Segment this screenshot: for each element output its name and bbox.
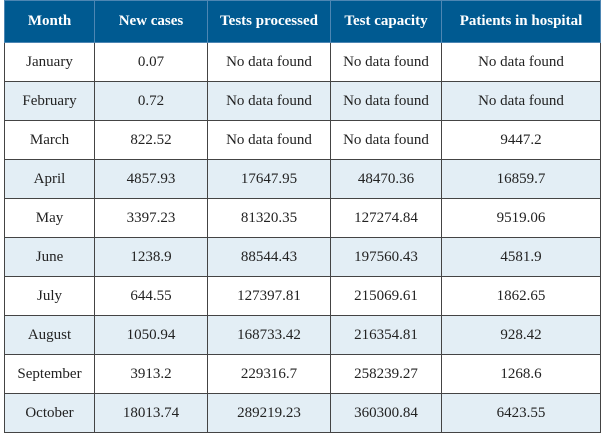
cell-patients-in-hospital: 4581.9 [441,237,601,277]
cell-new-cases: 644.55 [94,276,208,316]
cell-patients-in-hospital: No data found [441,81,601,121]
cell-tests-processed: 17647.95 [207,159,331,199]
cell-tests-processed: 88544.43 [207,237,331,277]
cell-tests-processed: 81320.35 [207,198,331,238]
cell-new-cases: 3913.2 [94,354,208,394]
cell-month: March [4,120,95,160]
cell-patients-in-hospital: 6423.55 [441,393,601,433]
cell-test-capacity: No data found [330,42,442,82]
table-body: January 0.07 No data found No data found… [4,42,601,433]
cell-test-capacity: 127274.84 [330,198,442,238]
table-row: January 0.07 No data found No data found… [4,42,601,82]
column-header-month[interactable]: Month [4,0,95,43]
cell-month: September [4,354,95,394]
header-row: Month New cases Tests processed Test cap… [4,0,601,43]
cell-tests-processed: 127397.81 [207,276,331,316]
cell-month: June [4,237,95,277]
table-row: August 1050.94 168733.42 216354.81 928.4… [4,315,601,355]
cell-patients-in-hospital: 1862.65 [441,276,601,316]
cell-month: July [4,276,95,316]
cell-test-capacity: 48470.36 [330,159,442,199]
cell-test-capacity: No data found [330,81,442,121]
table-row: March 822.52 No data found No data found… [4,120,601,160]
cell-test-capacity: 215069.61 [330,276,442,316]
cell-month: August [4,315,95,355]
cell-month: April [4,159,95,199]
cell-new-cases: 1238.9 [94,237,208,277]
table-row: February 0.72 No data found No data foun… [4,81,601,121]
cell-test-capacity: 258239.27 [330,354,442,394]
table-row: October 18013.74 289219.23 360300.84 642… [4,393,601,433]
cell-patients-in-hospital: 928.42 [441,315,601,355]
cell-patients-in-hospital: 1268.6 [441,354,601,394]
cell-new-cases: 3397.23 [94,198,208,238]
cell-new-cases: 1050.94 [94,315,208,355]
cell-test-capacity: 197560.43 [330,237,442,277]
table-header: Month New cases Tests processed Test cap… [4,0,601,43]
cell-patients-in-hospital: No data found [441,42,601,82]
column-header-tests-processed[interactable]: Tests processed [207,0,331,43]
data-table: Month New cases Tests processed Test cap… [4,0,601,433]
table-row: April 4857.93 17647.95 48470.36 16859.7 [4,159,601,199]
cell-patients-in-hospital: 16859.7 [441,159,601,199]
cell-patients-in-hospital: 9519.06 [441,198,601,238]
cell-month: January [4,42,95,82]
cell-month: February [4,81,95,121]
cell-patients-in-hospital: 9447.2 [441,120,601,160]
cell-test-capacity: 360300.84 [330,393,442,433]
cell-tests-processed: 229316.7 [207,354,331,394]
cell-month: May [4,198,95,238]
cell-tests-processed: 289219.23 [207,393,331,433]
cell-tests-processed: No data found [207,42,331,82]
cell-test-capacity: No data found [330,120,442,160]
cell-tests-processed: No data found [207,120,331,160]
cell-tests-processed: 168733.42 [207,315,331,355]
table-row: September 3913.2 229316.7 258239.27 1268… [4,354,601,394]
cell-month: October [4,393,95,433]
cell-new-cases: 0.72 [94,81,208,121]
column-header-new-cases[interactable]: New cases [94,0,208,43]
cell-new-cases: 4857.93 [94,159,208,199]
column-header-test-capacity[interactable]: Test capacity [330,0,442,43]
table-row: June 1238.9 88544.43 197560.43 4581.9 [4,237,601,277]
cell-test-capacity: 216354.81 [330,315,442,355]
table-row: May 3397.23 81320.35 127274.84 9519.06 [4,198,601,238]
cell-new-cases: 0.07 [94,42,208,82]
cell-tests-processed: No data found [207,81,331,121]
cell-new-cases: 822.52 [94,120,208,160]
cell-new-cases: 18013.74 [94,393,208,433]
column-header-patients-in-hospital[interactable]: Patients in hospital [441,0,601,43]
table-row: July 644.55 127397.81 215069.61 1862.65 [4,276,601,316]
